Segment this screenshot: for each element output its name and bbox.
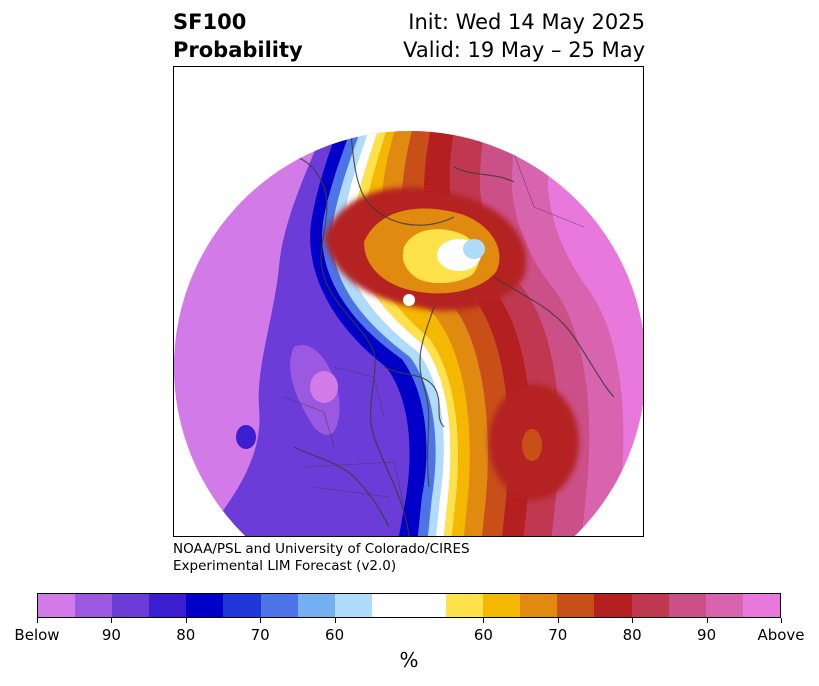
colorbar-segment bbox=[223, 594, 261, 617]
colorbar bbox=[37, 593, 781, 618]
colorbar-segment bbox=[112, 594, 150, 617]
colorbar-tick bbox=[781, 618, 782, 623]
map-panel bbox=[173, 66, 644, 537]
colorbar-tick bbox=[37, 618, 38, 623]
colorbar-tick bbox=[111, 618, 113, 623]
colorbar-segment bbox=[483, 594, 521, 617]
colorbar-tick-label: 90 bbox=[697, 626, 717, 644]
colorbar-segment bbox=[520, 594, 558, 617]
colorbar-segment bbox=[408, 594, 447, 617]
colorbar-segment bbox=[149, 594, 187, 617]
colorbar-segment bbox=[334, 594, 372, 617]
colorbar-segment bbox=[75, 594, 113, 617]
colorbar-segment bbox=[594, 594, 632, 617]
colorbar-tick-label: 90 bbox=[101, 626, 121, 644]
colorbar-tick-label: 80 bbox=[176, 626, 196, 644]
variable-name: SF100 bbox=[173, 10, 247, 34]
colorbar-tick-label: 70 bbox=[250, 626, 270, 644]
forecast-field bbox=[174, 131, 643, 536]
colorbar-tick bbox=[185, 618, 187, 623]
colorbar-tick-label: 80 bbox=[622, 626, 642, 644]
colorbar-tick-label: 60 bbox=[325, 626, 345, 644]
colorbar-tick-label: 70 bbox=[548, 626, 568, 644]
colorbar-segment bbox=[186, 594, 224, 617]
valid-range: Valid: 19 May – 25 May bbox=[403, 38, 645, 62]
colorbar-tick bbox=[632, 618, 634, 623]
colorbar-segment bbox=[705, 594, 743, 617]
colorbar-segment bbox=[38, 594, 76, 617]
variable-type: Probability bbox=[173, 38, 303, 62]
colorbar-unit: % bbox=[399, 648, 419, 672]
colorbar-tick bbox=[334, 618, 336, 623]
credit-text: NOAA/PSL and University of Colorado/CIRE… bbox=[173, 541, 470, 575]
colorbar-tick-label: Below bbox=[14, 626, 60, 644]
colorbar-tick bbox=[706, 618, 708, 623]
colorbar-tick bbox=[483, 618, 485, 623]
credit-line-1: NOAA/PSL and University of Colorado/CIRE… bbox=[173, 541, 470, 557]
colorbar-tick bbox=[557, 618, 559, 623]
colorbar-segment bbox=[260, 594, 298, 617]
colorbar-tick-label: Above bbox=[757, 626, 805, 644]
colorbar-segment bbox=[557, 594, 595, 617]
colorbar-segment bbox=[446, 594, 484, 617]
colorbar-segment bbox=[371, 594, 409, 617]
colorbar-segment bbox=[631, 594, 669, 617]
colorbar-segment bbox=[297, 594, 335, 617]
colorbar-tick-label: 60 bbox=[473, 626, 493, 644]
init-date: Init: Wed 14 May 2025 bbox=[408, 10, 645, 34]
probability-map bbox=[174, 131, 643, 536]
title-left: SF100 Probability bbox=[173, 8, 303, 64]
colorbar-segment bbox=[742, 594, 780, 617]
colorbar-segment bbox=[668, 594, 706, 617]
credit-line-2: Experimental LIM Forecast (v2.0) bbox=[173, 558, 397, 574]
title-right: Init: Wed 14 May 2025 Valid: 19 May – 25… bbox=[403, 8, 645, 64]
colorbar-tick bbox=[260, 618, 262, 623]
